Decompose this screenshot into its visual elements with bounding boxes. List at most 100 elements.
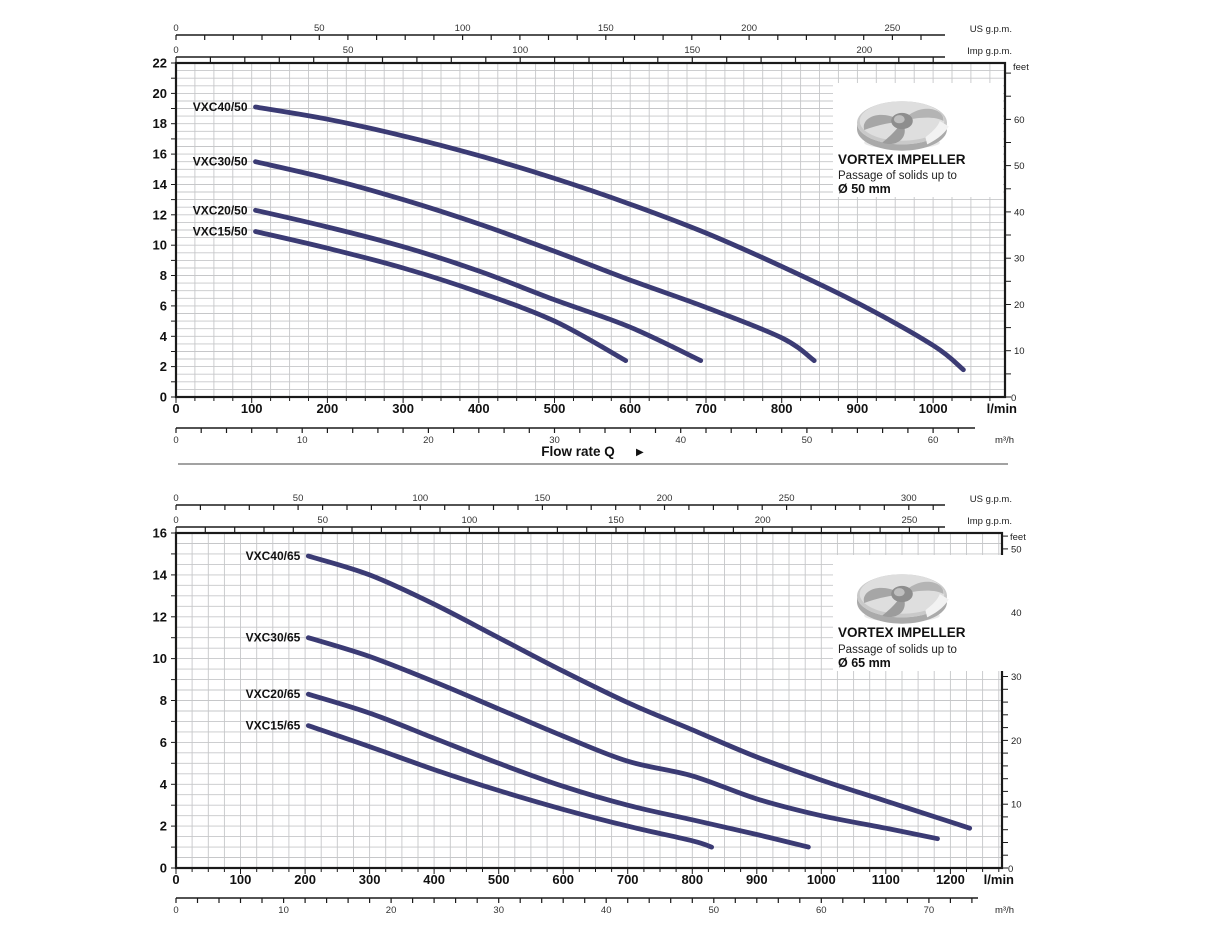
tick-label: 0 (173, 45, 178, 56)
curve-VXC20/65 (305, 691, 811, 850)
tick-label: 16 (153, 526, 167, 541)
axis-unit-label: feet (1013, 62, 1029, 73)
tick-label: 50 (709, 905, 720, 916)
tick-label: 400 (423, 872, 445, 887)
y-axis-feet: 10 20 30 40 50 60 feet 0 (1005, 62, 1029, 404)
tick-label: 150 (598, 23, 614, 34)
series-label-VXC40/65: VXC40/65 (246, 549, 301, 563)
tick-label: 10 (153, 238, 167, 253)
tick-label: 250 (884, 23, 900, 34)
series-label-VXC15/65: VXC15/65 (246, 719, 301, 733)
axis-unit-label: US g.p.m. (970, 24, 1012, 35)
axis-unit-label: m³/h (995, 905, 1014, 916)
tick-label: 20 (1014, 300, 1025, 311)
series-label-VXC20/50: VXC20/50 (193, 203, 248, 217)
curve-VXC15/65 (305, 723, 714, 850)
tick-label: 50 (317, 515, 328, 526)
tick-label: 0 (160, 390, 167, 405)
tick-label: 700 (695, 401, 717, 416)
tick-label: 0 (173, 493, 178, 504)
tick-label: 0 (1011, 393, 1016, 404)
tick-label: 22 (153, 56, 167, 71)
x-axis-imp-gpm: 0 50 100 150 200 250 Imp g.p.m. (173, 515, 1012, 532)
tick-label: 30 (1014, 254, 1025, 265)
tick-label: 900 (746, 872, 768, 887)
y-axis-m: 0 2 4 6 8 10 12 14 16 18 20 22 (153, 56, 176, 405)
series-VXC20/50: VXC20/50 (193, 203, 704, 363)
x-axis-m3h: 0 10 20 30 40 50 60 m³/h (173, 427, 1014, 446)
tick-label: 16 (153, 147, 167, 162)
tick-label: 50 (343, 45, 354, 56)
series-VXC15/65: VXC15/65 (246, 719, 714, 850)
tick-label: 900 (847, 401, 869, 416)
tick-label: 300 (359, 872, 381, 887)
vortex-impeller-note: VORTEX IMPELLER Passage of solids up toØ … (833, 83, 1003, 197)
tick-label: 100 (241, 401, 263, 416)
tick-label: 10 (1011, 800, 1022, 811)
tick-label: 8 (160, 693, 167, 708)
series-label-VXC30/65: VXC30/65 (246, 631, 301, 645)
note-line2: Ø 50 mm (838, 182, 891, 196)
flow-rate-label: Flow rate Q ▶ (541, 444, 644, 459)
series-VXC40/50: VXC40/50 (193, 100, 966, 373)
tick-label: 2 (160, 359, 167, 374)
x-axis-lmin: 0 100 200 300 400 500 600 700 800 900 1000 l/min (172, 397, 1017, 416)
axis-unit-label: US g.p.m. (970, 494, 1012, 505)
tick-label: 8 (160, 268, 167, 283)
curve-VXC30/50 (253, 159, 817, 363)
tick-label: 600 (619, 401, 641, 416)
tick-label: 250 (901, 515, 917, 526)
series-VXC15/50: VXC15/50 (193, 225, 629, 363)
tick-label: 4 (160, 329, 168, 344)
tick-label: 400 (468, 401, 490, 416)
tick-label: 0 (160, 861, 167, 876)
note-line2: Ø 65 mm (838, 656, 891, 670)
tick-label: 18 (153, 116, 167, 131)
vortex-impeller-note: VORTEX IMPELLER Passage of solids up toØ … (833, 555, 1009, 671)
tick-label: 0 (172, 401, 179, 416)
tick-label: 600 (552, 872, 574, 887)
tick-label: 1100 (872, 872, 900, 887)
flow-rate-text: Flow rate Q (541, 444, 615, 459)
tick-label: 800 (771, 401, 793, 416)
tick-label: 0 (173, 435, 178, 446)
tick-label: 70 (924, 905, 935, 916)
note-title: VORTEX IMPELLER (838, 152, 966, 167)
tick-label: 2 (160, 819, 167, 834)
note-line1: Passage of solids up to (838, 644, 957, 656)
tick-label: 30 (549, 435, 560, 446)
tick-label: 60 (816, 905, 827, 916)
tick-label: 250 (779, 493, 795, 504)
tick-label: 150 (684, 45, 700, 56)
x-axis-us-gpm: 0 50 100 150 200 250 300 US g.p.m. (173, 493, 1012, 510)
tick-label: 50 (1011, 544, 1022, 555)
axis-unit-label: feet (1010, 532, 1026, 543)
series-VXC20/65: VXC20/65 (246, 687, 811, 850)
axis-unit-label: l/min (984, 872, 1014, 887)
tick-label: 700 (617, 872, 639, 887)
tick-label: 20 (386, 905, 397, 916)
tick-label: 4 (160, 777, 168, 792)
tick-label: 200 (294, 872, 316, 887)
note-title: VORTEX IMPELLER (838, 625, 966, 640)
tick-label: 50 (802, 435, 813, 446)
tick-label: 1200 (936, 872, 965, 887)
tick-label: 60 (928, 435, 939, 446)
tick-label: 10 (278, 905, 289, 916)
x-axis-imp-gpm: 0 50 100 150 200 Imp g.p.m. (173, 45, 1012, 62)
x-axis-us-gpm: 0 50 100 150 200 250 US g.p.m. (173, 23, 1012, 40)
tick-label: 0 (173, 23, 178, 34)
tick-label: 500 (544, 401, 566, 416)
tick-label: 10 (153, 651, 167, 666)
tick-label: 100 (461, 515, 477, 526)
x-axis-lmin: 0 100 200 300 400 500 600 700 800 900 1000 1100 1200… (172, 868, 1014, 887)
axis-unit-label: Imp g.p.m. (967, 516, 1012, 527)
series-label-VXC15/50: VXC15/50 (193, 225, 248, 239)
tick-label: 100 (512, 45, 528, 56)
tick-label: 150 (534, 493, 550, 504)
x-axis-m3h: 0 10 20 30 40 50 60 70 m³/h (173, 897, 1014, 916)
tick-label: 14 (153, 567, 168, 582)
series-VXC40/65: VXC40/65 (246, 549, 973, 831)
gridlines (176, 63, 1005, 397)
